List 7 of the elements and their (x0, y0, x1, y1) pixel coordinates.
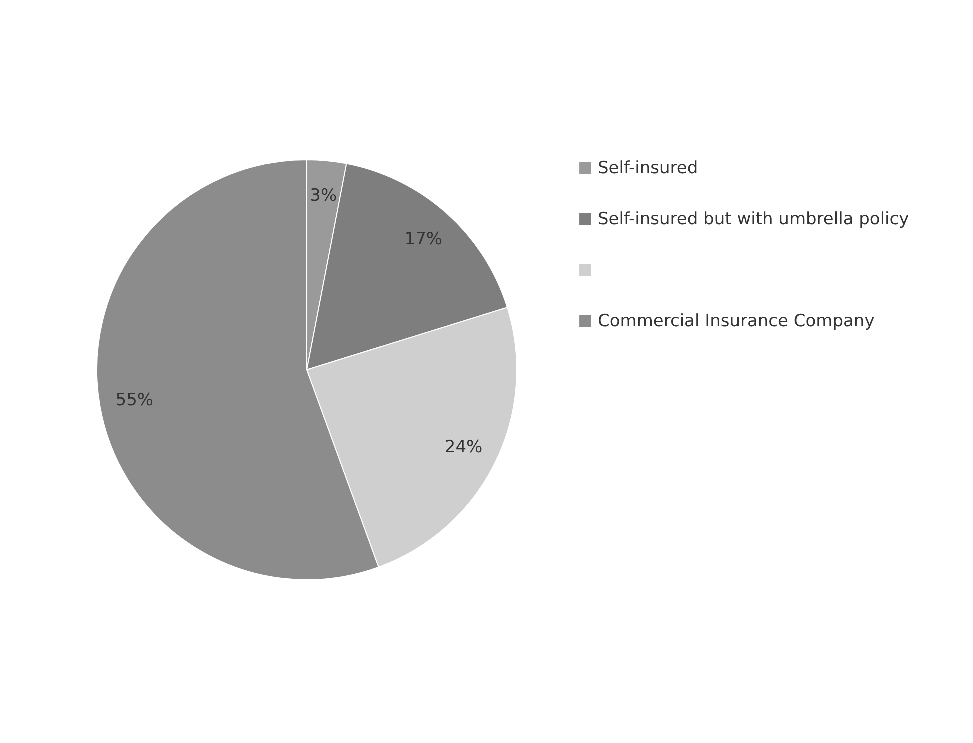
data-label: 55% (116, 390, 154, 410)
data-label: 3% (310, 186, 338, 206)
legend-label: Self-insured but with umbrella policy (598, 210, 910, 230)
legend-label: Commercial Insurance Company (598, 312, 875, 332)
data-label: 24% (444, 438, 483, 458)
legend-label: Self-insured (598, 158, 698, 178)
data-label: 17% (404, 230, 443, 250)
